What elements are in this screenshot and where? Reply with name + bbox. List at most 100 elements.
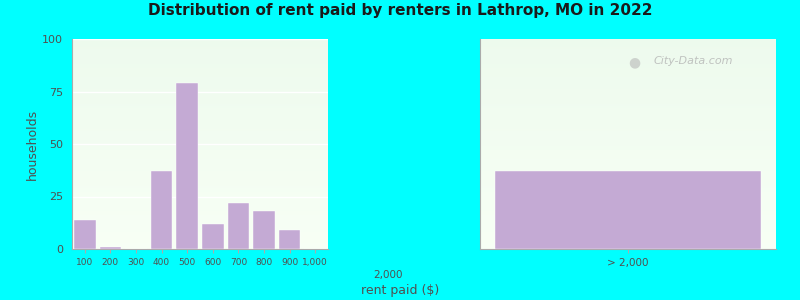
Bar [72,178,328,180]
Bar [480,234,776,236]
Bar [480,230,776,232]
Bar [480,199,776,201]
Bar [480,127,776,129]
Bar [99,247,122,249]
Bar [480,64,776,66]
Bar [72,89,328,92]
Bar [480,182,776,184]
Bar [72,165,328,167]
Bar [72,96,328,98]
Bar [480,222,776,224]
Bar [480,159,776,161]
Bar [480,89,776,92]
Bar [480,157,776,159]
Bar [480,52,776,54]
Bar [72,62,328,64]
Bar [72,75,328,77]
Bar [72,56,328,58]
Bar [480,83,776,85]
Bar [480,163,776,165]
Bar [72,182,328,184]
Bar [480,234,776,236]
Bar [72,218,328,220]
Bar [72,245,328,247]
Bar [72,188,328,190]
Bar [480,117,776,119]
Bar [480,144,776,146]
Bar [480,218,776,220]
Bar [480,129,776,131]
Bar [72,54,328,56]
Bar [72,169,328,171]
Bar [480,73,776,75]
Bar [72,121,328,123]
Bar [480,54,776,56]
Bar [480,98,776,100]
Bar [72,125,328,127]
Bar [480,98,776,100]
Bar [480,52,776,54]
Bar [480,211,776,213]
Bar [480,178,776,180]
Bar [72,209,328,211]
Bar [480,138,776,140]
Bar [480,163,776,165]
Bar [480,62,776,64]
Bar [480,154,776,157]
Bar [480,236,776,238]
Text: ●: ● [628,56,640,70]
Bar [480,207,776,209]
Bar [480,106,776,108]
Bar [480,104,776,106]
Bar [72,58,328,60]
Bar [480,205,776,207]
Bar [480,224,776,226]
Bar [480,222,776,224]
Bar [480,146,776,148]
Bar [480,102,776,104]
Bar [480,68,776,70]
Bar [480,201,776,203]
Bar [72,134,328,136]
Bar [480,125,776,127]
Bar [72,194,328,196]
Bar [72,157,328,159]
Bar [480,115,776,117]
Bar [480,194,776,196]
Bar [480,85,776,87]
Bar [480,180,776,182]
Bar [72,102,328,104]
Bar [480,205,776,207]
Bar [72,152,328,154]
Bar [480,201,776,203]
Bar [72,167,328,169]
Bar [480,56,776,58]
Bar [72,224,328,226]
Bar [480,134,776,136]
Bar [72,110,328,112]
Bar [72,85,328,87]
Bar [480,161,776,163]
Bar [72,228,328,230]
Bar [480,171,776,173]
Bar [72,50,328,52]
Bar [480,180,776,182]
Bar [480,110,776,112]
Bar [480,215,776,217]
Bar [480,186,776,188]
Bar [480,125,776,127]
Bar [480,184,776,186]
Bar [72,247,328,249]
Bar [72,136,328,138]
Text: City-Data.com: City-Data.com [654,56,733,66]
Bar [72,87,328,89]
Bar [480,66,776,68]
Bar [480,190,776,192]
Bar [480,94,776,96]
Bar [278,230,301,249]
Bar [480,245,776,247]
Bar [480,167,776,169]
Bar [480,199,776,201]
Bar [480,236,776,238]
Bar [72,66,328,68]
